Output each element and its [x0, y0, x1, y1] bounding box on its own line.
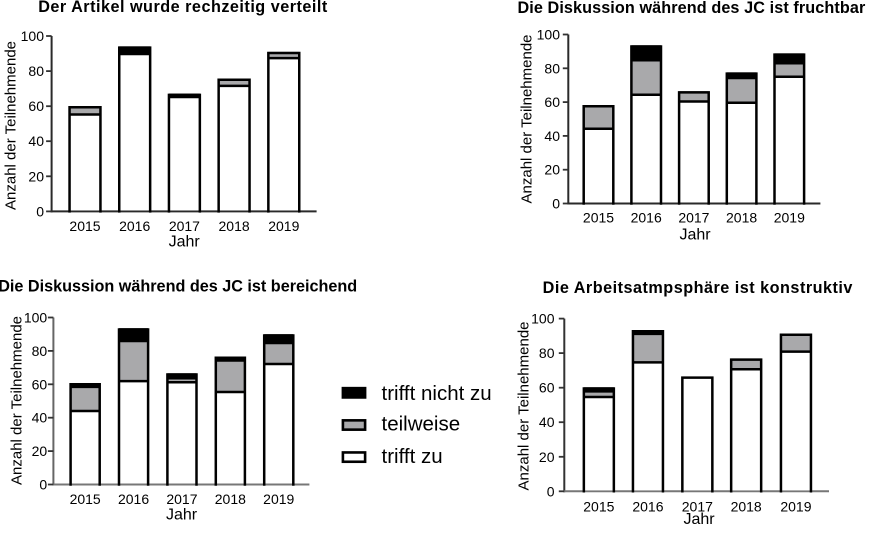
svg-text:Die Arbeitsatmpsphäre ist kons: Die Arbeitsatmpsphäre ist konstruktiv — [543, 279, 853, 297]
svg-text:Die Diskussion während des JC: Die Diskussion während des JC ist frucht… — [517, 0, 866, 17]
svg-text:2016: 2016 — [118, 491, 149, 507]
svg-text:Der Artikel wurde rechzeitig v: Der Artikel wurde rechzeitig verteilt — [38, 0, 328, 16]
svg-text:2016: 2016 — [632, 498, 663, 514]
svg-text:Anzahl der Teilnehmende: Anzahl der Teilnehmende — [519, 34, 536, 203]
svg-text:2019: 2019 — [263, 491, 294, 507]
svg-text:2015: 2015 — [583, 498, 614, 514]
svg-text:Anzahl der Teilnehmende: Anzahl der Teilnehmende — [9, 316, 26, 485]
svg-text:100: 100 — [531, 311, 555, 327]
svg-text:80: 80 — [28, 63, 44, 79]
svg-text:2016: 2016 — [119, 218, 150, 234]
svg-text:0: 0 — [552, 196, 560, 212]
svg-text:20: 20 — [32, 443, 48, 459]
svg-text:40: 40 — [32, 410, 48, 426]
svg-text:2017: 2017 — [166, 491, 197, 507]
svg-text:80: 80 — [32, 343, 48, 359]
svg-text:20: 20 — [539, 449, 555, 465]
svg-text:40: 40 — [539, 414, 555, 430]
svg-text:0: 0 — [547, 483, 555, 499]
svg-text:2019: 2019 — [268, 218, 299, 234]
svg-text:Anzahl der Teilnehmende: Anzahl der Teilnehmende — [516, 321, 533, 490]
svg-text:2018: 2018 — [215, 491, 246, 507]
svg-text:60: 60 — [544, 94, 560, 110]
svg-text:2017: 2017 — [682, 498, 713, 514]
svg-text:40: 40 — [28, 133, 44, 149]
svg-text:60: 60 — [539, 380, 555, 396]
svg-text:teilweise: teilweise — [382, 413, 461, 436]
svg-text:100: 100 — [21, 28, 45, 44]
svg-text:2017: 2017 — [678, 209, 709, 225]
svg-text:2018: 2018 — [219, 218, 250, 234]
svg-text:100: 100 — [24, 310, 48, 326]
svg-text:2019: 2019 — [780, 498, 811, 514]
svg-text:2015: 2015 — [70, 491, 101, 507]
svg-text:2015: 2015 — [69, 218, 100, 234]
svg-text:Anzahl der Teilnehmende: Anzahl der Teilnehmende — [3, 41, 20, 210]
svg-text:80: 80 — [544, 60, 560, 76]
svg-text:40: 40 — [544, 128, 560, 144]
svg-text:60: 60 — [28, 98, 44, 114]
svg-text:60: 60 — [32, 376, 48, 392]
svg-text:2017: 2017 — [169, 218, 200, 234]
svg-text:100: 100 — [537, 27, 561, 43]
svg-text:Jahr: Jahr — [679, 227, 711, 244]
svg-text:80: 80 — [539, 345, 555, 361]
svg-text:0: 0 — [36, 203, 44, 219]
svg-text:Die Diskussion während des JC: Die Diskussion während des JC ist bereic… — [0, 278, 357, 296]
svg-text:2016: 2016 — [631, 209, 662, 225]
svg-text:2018: 2018 — [731, 498, 762, 514]
svg-text:20: 20 — [544, 162, 560, 178]
svg-text:trifft nicht zu: trifft nicht zu — [382, 382, 492, 405]
svg-text:0: 0 — [39, 477, 47, 493]
svg-text:2019: 2019 — [774, 209, 805, 225]
svg-text:2018: 2018 — [726, 209, 757, 225]
svg-text:Jahr: Jahr — [166, 507, 198, 524]
svg-text:trifft zu: trifft zu — [382, 445, 443, 468]
svg-text:Jahr: Jahr — [683, 511, 715, 528]
svg-text:Jahr: Jahr — [169, 234, 201, 251]
svg-text:20: 20 — [28, 168, 44, 184]
svg-text:2015: 2015 — [583, 209, 614, 225]
